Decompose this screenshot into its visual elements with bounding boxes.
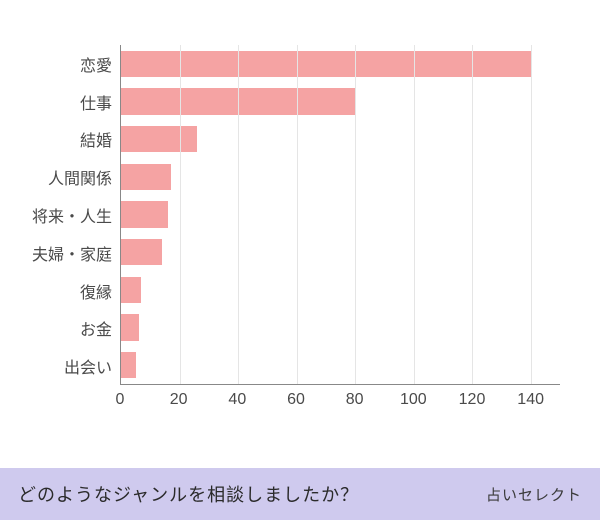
gridline [355,45,356,384]
x-axis-tick: 140 [517,391,544,409]
y-axis-label: お金 [20,309,120,347]
bar [121,164,171,190]
bars-column [121,45,560,384]
gridline [531,45,532,384]
y-axis-label: 人間関係 [20,158,120,196]
footer-title: どのようなジャンルを相談しましたか？ [18,481,359,507]
y-axis-label: 復縁 [20,272,120,310]
y-axis-label: 将来・人生 [20,196,120,234]
bar-row [121,120,560,158]
bar-row [121,309,560,347]
bar [121,201,168,227]
bar-row [121,158,560,196]
y-axis-label: 結婚 [20,121,120,159]
bar [121,314,139,340]
chart-area: 恋愛仕事結婚人間関係将来・人生夫婦・家庭復縁お金出会い 0 20 40 60 80 100… [0,0,600,460]
bar-row [121,271,560,309]
bar [121,352,136,378]
x-axis-tick: 20 [170,391,188,409]
footer-banner: どのようなジャンルを相談しましたか？ 占いセレクト [0,468,600,520]
x-axis-tick: 0 [116,391,125,409]
x-axis-ticks: 020406080100120140 [120,385,560,415]
y-axis-label: 仕事 [20,83,120,121]
x-axis-tick: 60 [287,391,305,409]
gridline [180,45,181,384]
bars-region [120,45,560,385]
y-axis-label: 出会い [20,347,120,385]
footer-brand: 占いセレクト [486,484,582,505]
x-axis-tick: 120 [459,391,486,409]
plot: 恋愛仕事結婚人間関係将来・人生夫婦・家庭復縁お金出会い 0 20 40 60 80 100… [20,45,560,420]
gridline [238,45,239,384]
bar [121,239,162,265]
bar [121,277,141,303]
gridline [414,45,415,384]
bar [121,51,531,77]
x-axis-tick: 80 [346,391,364,409]
bar-row [121,83,560,121]
x-axis-tick: 100 [400,391,427,409]
bar-row [121,45,560,83]
bar-row [121,233,560,271]
gridline [297,45,298,384]
y-axis-labels: 恋愛仕事結婚人間関係将来・人生夫婦・家庭復縁お金出会い [20,45,120,385]
y-axis-label: 夫婦・家庭 [20,234,120,272]
bar-row [121,346,560,384]
bar-row [121,196,560,234]
y-axis-label: 恋愛 [20,45,120,83]
gridline [472,45,473,384]
bar [121,126,197,152]
x-axis-tick: 40 [228,391,246,409]
